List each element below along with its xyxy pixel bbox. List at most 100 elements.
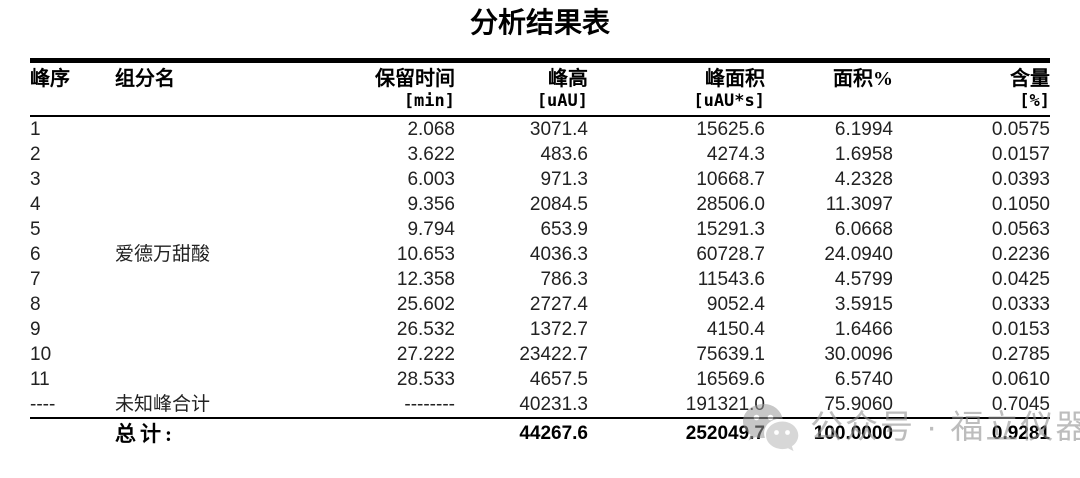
cell-retention-time: 26.532 <box>396 319 455 340</box>
cell-content: 0.7045 <box>991 394 1050 415</box>
total-label: 总计: <box>115 417 350 449</box>
table-row: 1 2.068 3071.4 15625.6 6.1994 0.0575 <box>30 116 1050 142</box>
cell-area-percent: 4.2328 <box>834 169 893 190</box>
cell-area-percent: 1.6466 <box>834 319 893 340</box>
cell-peak-height: 1372.7 <box>529 319 588 340</box>
cell-area-percent: 24.0940 <box>824 244 893 265</box>
cell-peak-number: 11 <box>30 369 50 390</box>
cell-peak-height: 3071.4 <box>529 119 588 140</box>
cell-peak-number: 5 <box>30 219 41 240</box>
cell-retention-time: 12.358 <box>396 269 455 290</box>
cell-content: 0.0610 <box>991 369 1050 390</box>
table-row: 8 25.602 2727.4 9052.4 3.5915 0.0333 <box>30 292 1050 317</box>
cell-peak-height: 786.3 <box>540 269 588 290</box>
cell-content: 0.2236 <box>991 244 1050 265</box>
cell-content: 0.0157 <box>991 144 1050 165</box>
cell-peak-height: 971.3 <box>540 169 588 190</box>
cell-component-name: 未知峰合计 <box>115 394 211 415</box>
cell-content: 0.1050 <box>991 194 1050 215</box>
cell-area-percent: 6.5740 <box>834 369 893 390</box>
cell-peak-number: 4 <box>30 194 41 215</box>
total-retention-cell <box>350 417 455 449</box>
cell-area-percent: 4.5799 <box>834 269 893 290</box>
cell-retention-time: 27.222 <box>396 344 455 365</box>
cell-component-name <box>115 317 350 342</box>
table-row: 9 26.532 1372.7 4150.4 1.6466 0.0153 <box>30 317 1050 342</box>
cell-component-name <box>115 192 350 217</box>
col-header-peak-area: 峰面积 [uAU*s] <box>693 68 765 111</box>
cell-area-percent: 11.3097 <box>825 194 893 215</box>
cell-retention-time: 9.356 <box>407 194 455 215</box>
cell-content: 0.0563 <box>991 219 1050 240</box>
cell-retention-time: 6.003 <box>407 169 455 190</box>
cell-peak-area: 15625.6 <box>696 119 765 140</box>
table-body: 1 2.068 3071.4 15625.6 6.1994 0.0575 2 3… <box>30 116 1050 418</box>
cell-component-name <box>115 142 350 167</box>
table-header: 峰序 组分名 保留时间 [min] 峰高 [uAU] 峰面积 [uAU* <box>30 60 1050 116</box>
total-area: 252049.7 <box>588 417 765 449</box>
cell-peak-height: 4657.5 <box>529 369 588 390</box>
col-header-retention-time: 保留时间 [min] <box>375 68 455 111</box>
cell-peak-number: 3 <box>30 169 41 190</box>
cell-peak-area: 11543.6 <box>697 269 765 290</box>
cell-component-name: 爱德万甜酸 <box>115 244 211 265</box>
cell-component-name <box>115 292 350 317</box>
cell-peak-number: 10 <box>30 344 52 365</box>
cell-content: 0.0393 <box>991 169 1050 190</box>
cell-area-percent: 30.0096 <box>824 344 893 365</box>
cell-peak-area: 4150.4 <box>706 319 765 340</box>
cell-peak-height: 40231.3 <box>519 394 588 415</box>
cell-content: 0.2785 <box>991 344 1050 365</box>
cell-area-percent: 1.6958 <box>834 144 893 165</box>
col-header-component: 组分名 <box>115 68 175 90</box>
cell-peak-number: 9 <box>30 319 41 340</box>
cell-retention-time: 2.068 <box>407 119 455 140</box>
table-row: ---- 未知峰合计 -------- 40231.3 191321.0 75.… <box>30 392 1050 418</box>
cell-peak-height: 2727.4 <box>529 294 588 315</box>
results-table: 峰序 组分名 保留时间 [min] 峰高 [uAU] 峰面积 [uAU* <box>30 58 1050 449</box>
cell-component-name <box>115 116 350 142</box>
table-row: 2 3.622 483.6 4274.3 1.6958 0.0157 <box>30 142 1050 167</box>
cell-content: 0.0333 <box>991 294 1050 315</box>
cell-area-percent: 6.0668 <box>834 219 893 240</box>
cell-peak-area: 28506.0 <box>696 194 765 215</box>
table-row: 7 12.358 786.3 11543.6 4.5799 0.0425 <box>30 267 1050 292</box>
cell-peak-height: 2084.5 <box>529 194 588 215</box>
cell-peak-number: ---- <box>30 394 56 415</box>
cell-content: 0.0575 <box>991 119 1050 140</box>
cell-peak-area: 10668.7 <box>696 169 765 190</box>
cell-retention-time: 3.622 <box>407 144 455 165</box>
col-header-peak: 峰序 <box>30 68 70 90</box>
total-row: 总计: 44267.6 252049.7 100.0000 0.9281 <box>30 417 1050 449</box>
cell-peak-area: 16569.6 <box>696 369 765 390</box>
cell-peak-height: 23422.7 <box>519 344 588 365</box>
table-row: 6 爱德万甜酸 10.653 4036.3 60728.7 24.0940 0.… <box>30 242 1050 267</box>
total-peak-cell <box>30 417 115 449</box>
table-row: 10 27.222 23422.7 75639.1 30.0096 0.2785 <box>30 342 1050 367</box>
table-row: 3 6.003 971.3 10668.7 4.2328 0.0393 <box>30 167 1050 192</box>
cell-peak-area: 191321.0 <box>685 394 765 415</box>
cell-content: 0.0425 <box>991 269 1050 290</box>
total-height: 44267.6 <box>455 417 588 449</box>
table-row: 4 9.356 2084.5 28506.0 11.3097 0.1050 <box>30 192 1050 217</box>
cell-component-name <box>115 367 350 392</box>
cell-peak-area: 75639.1 <box>696 344 765 365</box>
col-header-peak-height: 峰高 [uAU] <box>536 68 588 111</box>
cell-peak-area: 60728.7 <box>696 244 765 265</box>
cell-peak-number: 1 <box>30 119 41 140</box>
cell-peak-number: 2 <box>30 144 41 165</box>
cell-peak-number: 7 <box>30 269 41 290</box>
cell-peak-number: 6 <box>30 244 41 265</box>
page-title: 分析结果表 <box>469 8 610 39</box>
cell-area-percent: 75.9060 <box>824 394 893 415</box>
cell-retention-time: -------- <box>404 394 455 415</box>
cell-peak-area: 4274.3 <box>706 144 765 165</box>
cell-content: 0.0153 <box>991 319 1050 340</box>
cell-retention-time: 9.794 <box>407 219 455 240</box>
cell-retention-time: 10.653 <box>396 244 455 265</box>
cell-area-percent: 6.1994 <box>834 119 893 140</box>
col-header-area-percent: 面积% <box>833 68 893 90</box>
cell-component-name <box>115 267 350 292</box>
col-header-content: 含量 [%] <box>1010 68 1050 111</box>
